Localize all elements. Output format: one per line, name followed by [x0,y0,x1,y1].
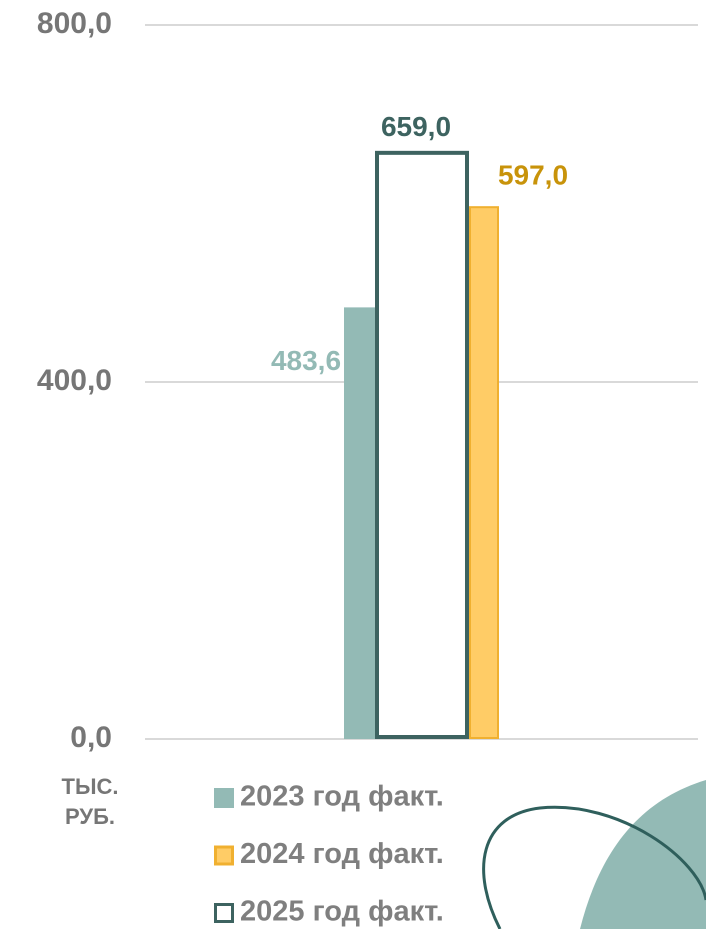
y-tick-label: 0,0 [70,721,112,754]
value-label: 659,0 [381,111,451,142]
legend-label: 2025 год факт. [240,896,444,928]
bar [344,307,375,739]
legend-marker [216,847,233,864]
y-tick-label: 800,0 [37,7,112,40]
page: 0,0 400,0 800,0 483,6 659,0 597,0 2023 год фак… [0,0,706,929]
legend-label: 2024 год факт. [240,838,444,870]
legend-label: 2023 год факт. [240,781,444,813]
y-axis-label: ТЫС. РУБ. [40,772,140,832]
bar [377,153,467,737]
decor-blob [580,780,706,929]
y-tick-label: 400,0 [37,364,112,397]
legend-marker [216,905,233,922]
legend-marker [214,788,234,808]
bar [470,207,498,738]
value-label: 483,6 [271,345,341,376]
value-label: 597,0 [498,160,568,191]
